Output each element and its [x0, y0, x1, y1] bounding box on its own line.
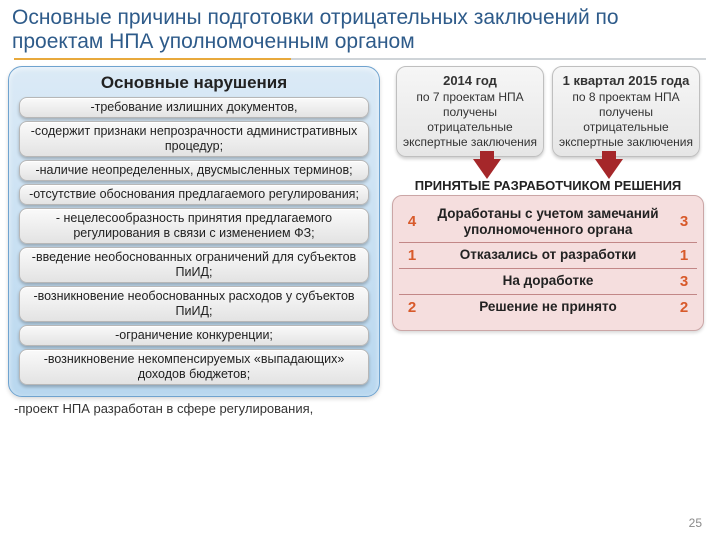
down-arrow-icon: [595, 159, 623, 179]
count-left: 4: [399, 213, 425, 230]
down-arrow-icon: [473, 159, 501, 179]
page-title: Основные причины подготовки отрицательны…: [0, 0, 720, 56]
violation-item: -требование излишних документов,: [19, 97, 369, 118]
violations-heading: Основные нарушения: [19, 73, 369, 93]
decision-text: На доработке: [429, 273, 667, 289]
arrow-row: [426, 159, 670, 179]
year-body: по 7 проектам НПА получены отрицательные…: [403, 90, 537, 150]
violation-item: -наличие неопределенных, двусмысленных т…: [19, 160, 369, 181]
count-right: 1: [671, 247, 697, 264]
decision-row: 1Отказались от разработки1: [399, 243, 697, 269]
year-box-2015q1: 1 квартал 2015 года по 8 проектам НПА по…: [552, 66, 700, 156]
year-boxes: 2014 год по 7 проектам НПА получены отри…: [386, 66, 710, 156]
year-head: 2014 год: [403, 73, 537, 89]
count-right: 3: [671, 273, 697, 290]
decisions-rows: 4Доработаны с учетом замечаний уполномоч…: [399, 202, 697, 319]
decision-text: Решение не принято: [429, 299, 667, 315]
violation-item: -возникновение некомпенсируемых «выпадаю…: [19, 349, 369, 385]
count-left: 2: [399, 299, 425, 316]
page-number: 25: [689, 516, 702, 530]
year-box-2014: 2014 год по 7 проектам НПА получены отри…: [396, 66, 544, 156]
title-underline: [14, 58, 706, 60]
violation-item: -возникновение необоснованных расходов у…: [19, 286, 369, 322]
count-right: 3: [671, 213, 697, 230]
violations-footer: -проект НПА разработан в сфере регулиров…: [8, 397, 380, 416]
decision-text: Доработаны с учетом замечаний уполномоче…: [429, 206, 667, 237]
violation-item: -содержит признаки непрозрачности админи…: [19, 121, 369, 157]
left-column: Основные нарушения -требование излишних …: [8, 66, 380, 416]
decision-row: На доработке3: [399, 269, 697, 295]
year-body: по 8 проектам НПА получены отрицательные…: [559, 90, 693, 150]
violations-list: -требование излишних документов, -содержи…: [19, 97, 369, 385]
right-column: 2014 год по 7 проектам НПА получены отри…: [380, 66, 710, 416]
violation-item: -отсутствие обоснования предлагаемого ре…: [19, 184, 369, 205]
violation-item: -введение необоснованных ограничений для…: [19, 247, 369, 283]
decision-text: Отказались от разработки: [429, 247, 667, 263]
decisions-title: ПРИНЯТЫЕ РАЗРАБОТЧИКОМ РЕШЕНИЯ: [386, 179, 710, 194]
violation-item: -ограничение конкуренции;: [19, 325, 369, 346]
count-right: 2: [671, 299, 697, 316]
decisions-panel: 4Доработаны с учетом замечаний уполномоч…: [392, 195, 704, 330]
violation-item: - нецелесообразность принятия предлагаем…: [19, 208, 369, 244]
count-left: 1: [399, 247, 425, 264]
decision-row: 4Доработаны с учетом замечаний уполномоч…: [399, 202, 697, 242]
content-area: Основные нарушения -требование излишних …: [0, 66, 720, 416]
violations-panel: Основные нарушения -требование излишних …: [8, 66, 380, 397]
decision-row: 2Решение не принято2: [399, 295, 697, 320]
year-head: 1 квартал 2015 года: [559, 73, 693, 89]
